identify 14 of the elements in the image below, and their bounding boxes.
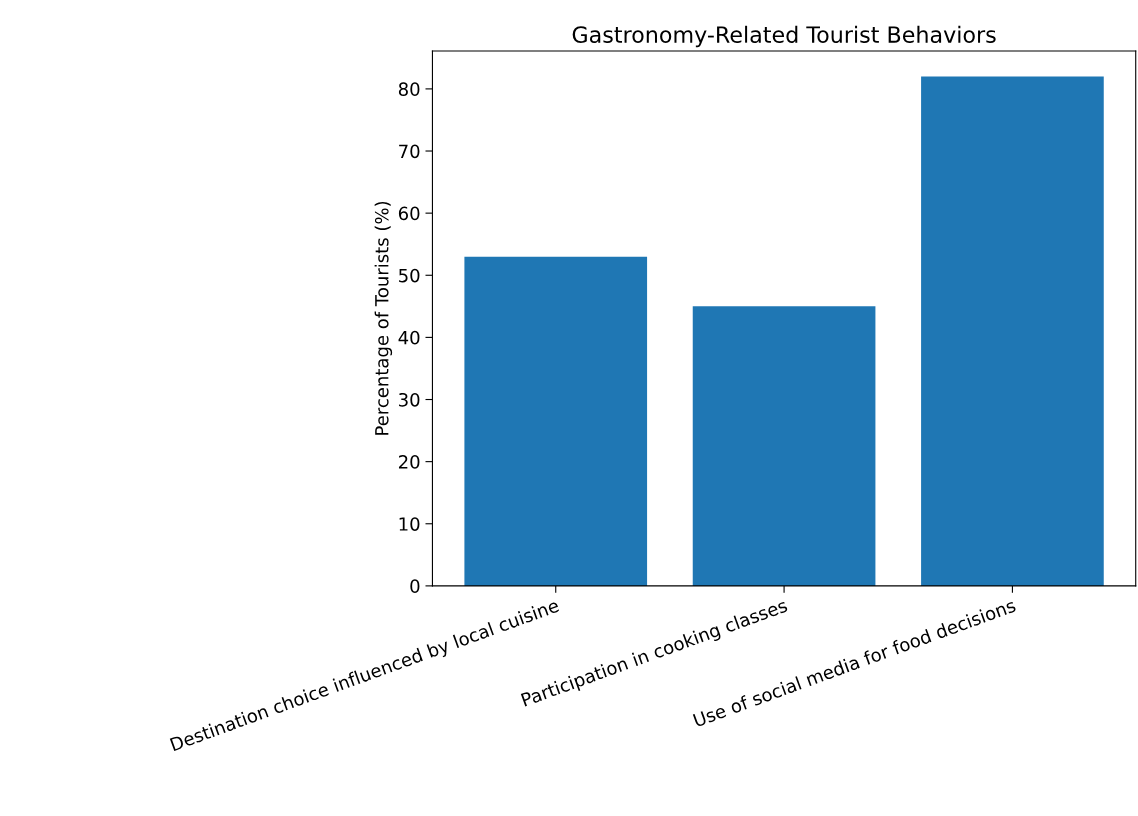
y-axis-title: Percentage of Tourists (%) bbox=[374, 201, 393, 435]
y-tick-label: 20 bbox=[398, 455, 420, 469]
bar bbox=[464, 256, 648, 586]
y-tick-label: 10 bbox=[399, 517, 420, 531]
y-tick-label: 0 bbox=[410, 579, 420, 593]
y-tick-label: 30 bbox=[399, 392, 420, 407]
y-tick-label: 70 bbox=[399, 144, 420, 159]
y-tick-label: 80 bbox=[398, 82, 420, 97]
bar bbox=[692, 306, 876, 586]
chart-title: Gastronomy-Related Tourist Behaviors bbox=[572, 25, 996, 48]
y-tick-label: 60 bbox=[398, 206, 420, 221]
y-tick-label: 40 bbox=[398, 330, 420, 345]
y-tick-label: 50 bbox=[399, 268, 420, 283]
bar bbox=[921, 76, 1104, 586]
